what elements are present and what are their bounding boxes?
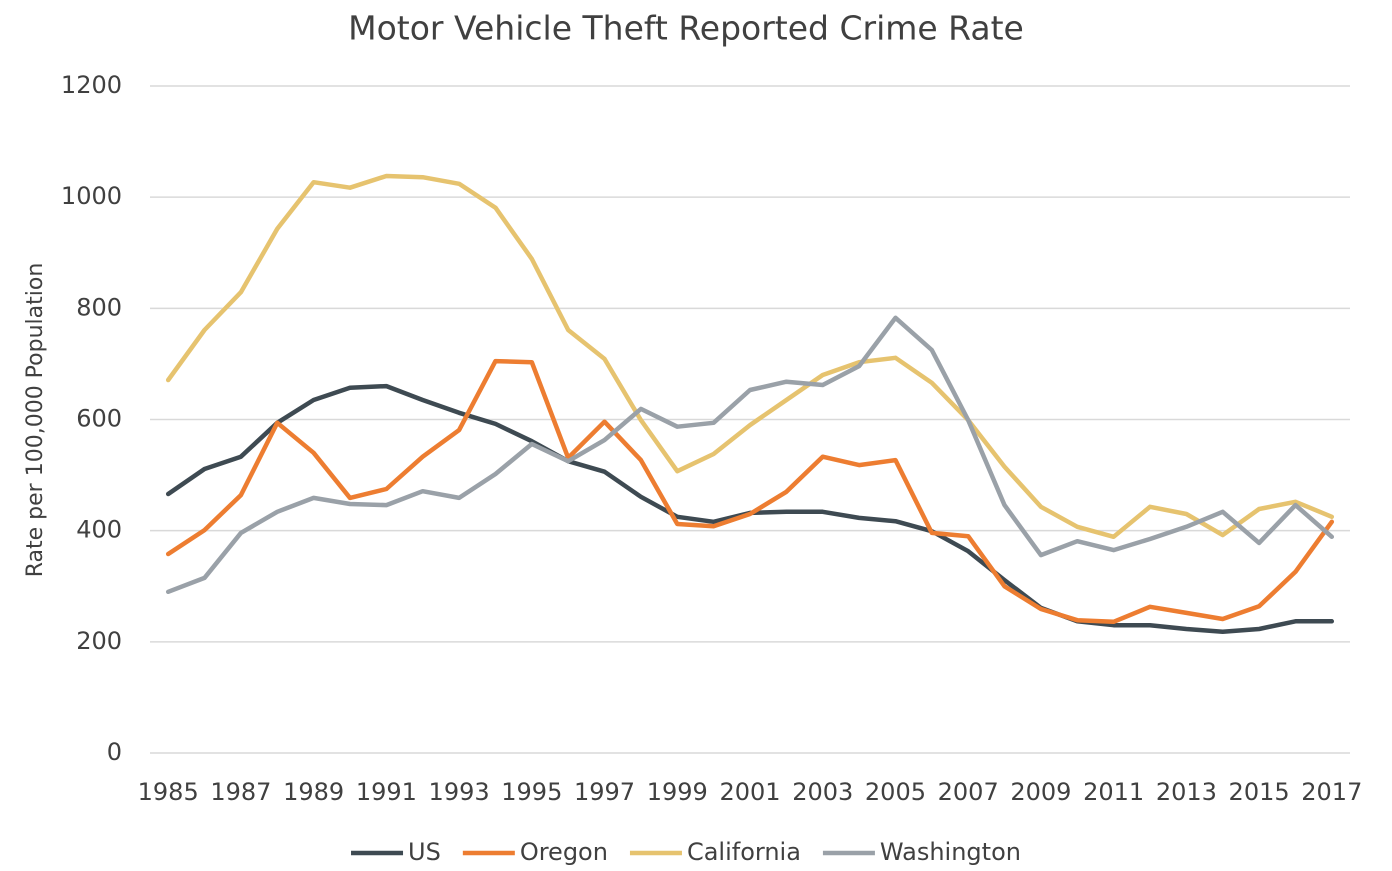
x-tick-label: 2001 bbox=[719, 778, 780, 806]
x-tick-label: 1993 bbox=[429, 778, 490, 806]
legend-label: Washington bbox=[880, 838, 1021, 866]
y-axis-label: Rate per 100,000 Population bbox=[23, 263, 48, 578]
x-tick-label: 2003 bbox=[792, 778, 853, 806]
x-tick-label: 1999 bbox=[647, 778, 708, 806]
x-tick-label: 2011 bbox=[1083, 778, 1144, 806]
y-tick-label: 200 bbox=[76, 627, 122, 655]
legend-label: Oregon bbox=[520, 838, 608, 866]
y-tick-label: 1000 bbox=[61, 182, 122, 210]
x-tick-label: 1995 bbox=[501, 778, 562, 806]
x-tick-label: 2007 bbox=[938, 778, 999, 806]
x-tick-label: 1985 bbox=[138, 778, 199, 806]
chart-title: Motor Vehicle Theft Reported Crime Rate bbox=[348, 9, 1024, 48]
x-tick-label: 1989 bbox=[283, 778, 344, 806]
series-line bbox=[165, 173, 1335, 540]
x-tick-label: 1991 bbox=[356, 778, 417, 806]
series-line bbox=[165, 358, 1335, 625]
legend-label: US bbox=[408, 838, 441, 866]
x-tick-label: 2013 bbox=[1156, 778, 1217, 806]
y-tick-label: 0 bbox=[107, 738, 122, 766]
x-tick-label: 1997 bbox=[574, 778, 635, 806]
series-line bbox=[165, 315, 1335, 595]
x-tick-label: 2005 bbox=[865, 778, 926, 806]
y-tick-label: 400 bbox=[76, 516, 122, 544]
y-tick-label: 800 bbox=[76, 293, 122, 321]
x-tick-label: 2009 bbox=[1010, 778, 1071, 806]
y-tick-label: 1200 bbox=[61, 71, 122, 99]
x-tick-label: 1987 bbox=[210, 778, 271, 806]
y-tick-label: 600 bbox=[76, 405, 122, 433]
x-tick-label: 2017 bbox=[1301, 778, 1362, 806]
legend-label: California bbox=[687, 838, 801, 866]
x-tick-label: 2015 bbox=[1229, 778, 1290, 806]
